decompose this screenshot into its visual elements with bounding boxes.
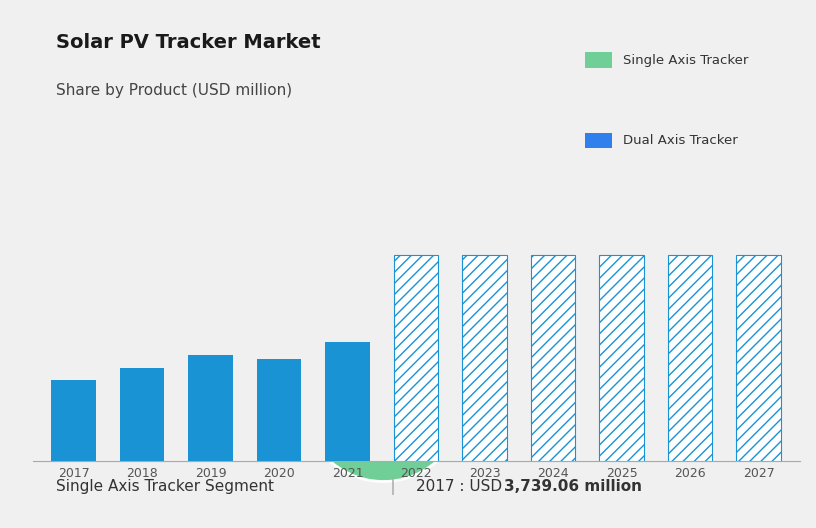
Bar bbox=[120, 368, 165, 461]
Text: 3,739.06 million: 3,739.06 million bbox=[504, 479, 642, 494]
Text: Dual Axis Tracker: Dual Axis Tracker bbox=[623, 134, 738, 147]
Wedge shape bbox=[384, 321, 463, 460]
Bar bbox=[394, 256, 438, 461]
Bar bbox=[257, 360, 301, 461]
Text: Single Axis Tracker: Single Axis Tracker bbox=[623, 54, 748, 67]
Text: Share by Product (USD million): Share by Product (USD million) bbox=[55, 83, 292, 98]
Bar bbox=[667, 256, 712, 461]
Bar bbox=[585, 52, 612, 68]
Text: Solar PV Tracker Market: Solar PV Tracker Market bbox=[55, 33, 320, 52]
Bar bbox=[585, 133, 612, 148]
Text: 2017 : USD: 2017 : USD bbox=[416, 479, 508, 494]
Bar bbox=[188, 355, 233, 461]
Text: Single Axis Tracker Segment: Single Axis Tracker Segment bbox=[55, 479, 273, 494]
Bar bbox=[463, 256, 507, 461]
Bar bbox=[51, 380, 96, 461]
Bar bbox=[736, 256, 781, 461]
Bar bbox=[600, 256, 644, 461]
Wedge shape bbox=[304, 321, 438, 482]
Bar bbox=[326, 342, 370, 461]
Bar bbox=[531, 256, 575, 461]
Text: |: | bbox=[390, 477, 396, 495]
